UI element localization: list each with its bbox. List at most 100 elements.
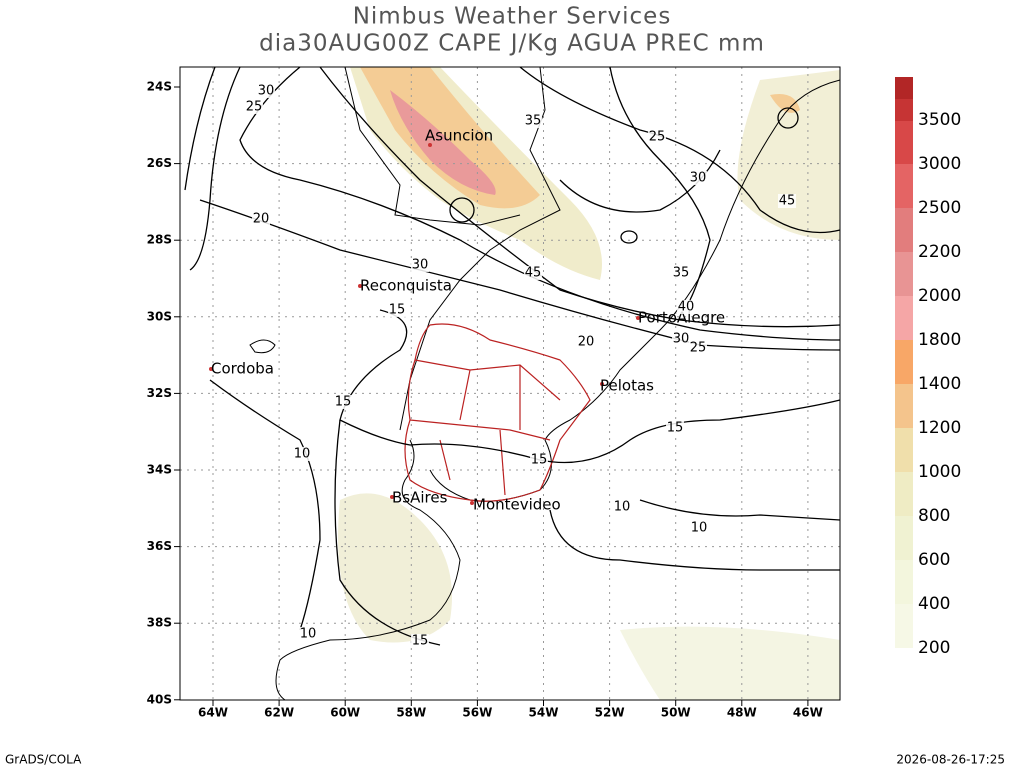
label-bg [252, 212, 270, 226]
contour-label: 25 [246, 100, 263, 115]
map: Asuncion Reconquista PortoAlegre Cordoba… [147, 66, 841, 720]
contour-label: 35 [673, 266, 690, 281]
contour-label: 10 [691, 521, 708, 536]
lon-tick-label: 50W [661, 706, 691, 720]
label-bg [411, 634, 429, 648]
contour-label: 35 [525, 114, 542, 129]
contour-label: 25 [649, 130, 666, 145]
label-bg [257, 84, 275, 98]
colorbar-label: 400 [918, 594, 950, 614]
contour-label: 25 [690, 341, 707, 356]
label-bg [299, 627, 317, 641]
lon-tick-label: 58W [396, 706, 426, 720]
contour-label: 10 [614, 500, 631, 515]
colorbar-label: 1000 [918, 462, 961, 482]
lon-tick-label: 52W [595, 706, 625, 720]
city-label: Reconquista [360, 277, 452, 295]
contour-label: 15 [531, 453, 548, 468]
lon-tick-label: 60W [330, 706, 360, 720]
city-label: Cordoba [211, 360, 274, 378]
footer-left: GrADS/COLA [5, 753, 82, 767]
colorbar-swatch [895, 296, 913, 340]
label-bg [530, 453, 548, 467]
contour-label: 15 [667, 421, 684, 436]
city-label: Pelotas [600, 377, 654, 395]
contour-label: 20 [578, 335, 595, 350]
lat-tick-label: 30S [147, 309, 172, 323]
contour-label: 10 [300, 627, 317, 642]
lon-tick-label: 56W [462, 706, 492, 720]
grid [180, 67, 840, 700]
colorbar-label: 800 [918, 506, 950, 526]
city-label: Montevideo [473, 496, 561, 514]
lon-tick-label: 64W [198, 706, 228, 720]
label-bg [672, 332, 690, 346]
colorbar-swatch [895, 516, 913, 560]
contours [184, 66, 841, 646]
colorbar-swatch [895, 428, 913, 472]
label-bg [672, 266, 690, 280]
colorbar-label: 2500 [918, 198, 961, 218]
colorbar-swatch [895, 164, 913, 208]
label-bg [245, 100, 263, 114]
colorbar-swatch [895, 384, 913, 428]
colorbar-swatch [895, 77, 913, 99]
city-markers [209, 143, 640, 505]
label-bg [689, 171, 707, 185]
colorbar-swatch [895, 252, 913, 296]
contour-label: 30 [412, 258, 429, 273]
lat-tick-label: 38S [147, 616, 172, 630]
contour-label: 20 [253, 212, 270, 227]
label-bg [690, 521, 708, 535]
colorbar-label: 3500 [918, 110, 961, 130]
footer-right: 2026-08-26-17:25 [896, 753, 1005, 767]
colorbar-swatch [895, 472, 913, 516]
contour-label: 15 [412, 634, 429, 649]
label-bg [411, 258, 429, 272]
colorbar-label: 600 [918, 550, 950, 570]
contour-label: 15 [335, 395, 352, 410]
colorbar-swatch [895, 208, 913, 252]
colorbar-label: 1200 [918, 418, 961, 438]
colorbar-label: 2200 [918, 242, 961, 262]
contour-label: 30 [690, 171, 707, 186]
lat-tick-label: 32S [147, 386, 172, 400]
lon-tick-label: 54W [529, 706, 559, 720]
colorbar-label: 200 [918, 638, 950, 658]
lat-tick-label: 26S [147, 156, 172, 170]
borders [404, 323, 591, 502]
coastline [249, 66, 841, 701]
lat-tick-label: 40S [147, 692, 172, 706]
lat-tick-label: 28S [147, 233, 172, 247]
lat-tick-label: 34S [147, 463, 172, 477]
contour-label: 45 [525, 266, 542, 281]
label-bg [293, 447, 311, 461]
colorbar-label: 1800 [918, 330, 961, 350]
colorbar-swatch [895, 604, 913, 648]
contour-label: 45 [779, 194, 796, 209]
shading [338, 67, 840, 700]
colorbar-swatch [895, 560, 913, 604]
label-bg [613, 500, 631, 514]
contour-label: 30 [258, 84, 275, 99]
label-bg [577, 335, 595, 349]
colorbar-label: 2000 [918, 286, 961, 306]
contour-label: 10 [294, 447, 311, 462]
label-bg [334, 395, 352, 409]
colorbar-swatch [895, 120, 913, 164]
city-label: BsAires [392, 489, 448, 507]
label-bg [388, 303, 406, 317]
label-bg [524, 114, 542, 128]
subtitle: dia30AUG00Z CAPE J/Kg AGUA PREC mm [259, 31, 765, 57]
colorbar-swatch [895, 99, 913, 121]
colorbar: 200 400 600 800 1000 1200 1400 1800 2000 2200 2500… [895, 77, 961, 658]
city-label: Asuncion [425, 127, 493, 145]
lat-tick-label: 36S [147, 539, 172, 553]
colorbar-swatch [895, 340, 913, 384]
contour-label: 30 [673, 332, 690, 347]
label-bg [524, 266, 542, 280]
colorbar-label: 3000 [918, 154, 961, 174]
lon-tick-label: 48W [727, 706, 757, 720]
